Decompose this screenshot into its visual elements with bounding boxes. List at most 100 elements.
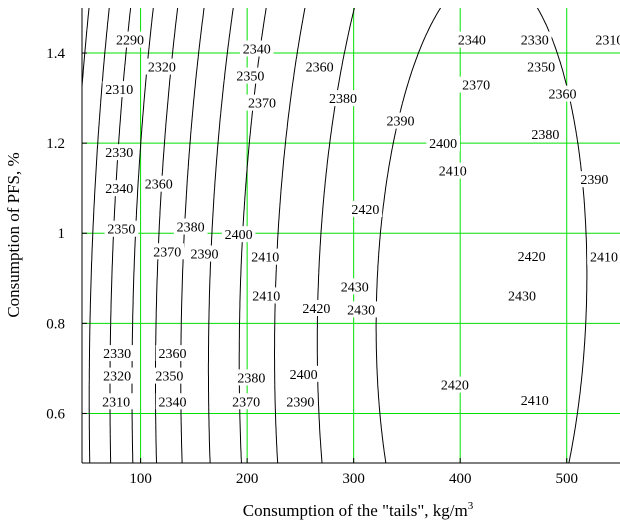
contour-label-bg <box>155 345 190 362</box>
contour-label-bg <box>233 67 268 84</box>
contour-label-bg <box>113 31 147 48</box>
contour-label: 2350 <box>155 370 183 385</box>
x-tick-label: 100 <box>129 471 152 487</box>
contour-label-bg <box>302 58 337 75</box>
y-tick-label: 1.2 <box>46 136 65 152</box>
contour-labels: 2290 2320 2310 2330 2340 2360 2350 2380 2370 2390… <box>99 31 620 410</box>
contour-label-bg <box>173 218 208 235</box>
contour-label: 2310 <box>102 395 130 410</box>
contour-line-2330 <box>82 8 90 93</box>
contour-label-bg <box>283 393 318 410</box>
contour-label-bg <box>505 287 539 304</box>
x-tick-label: 200 <box>236 471 259 487</box>
contour-label: 2360 <box>159 347 187 362</box>
contour-label: 2330 <box>105 146 133 161</box>
contour-label: 2430 <box>341 280 369 295</box>
contour-label: 2390 <box>191 248 219 263</box>
contour-label: 2330 <box>103 347 131 362</box>
contour-label: 2380 <box>177 220 205 235</box>
contour-label-bg <box>248 248 283 265</box>
axes <box>81 8 620 464</box>
contour-line-2360 <box>131 8 154 463</box>
contour-label: 2410 <box>521 394 549 409</box>
contour-label: 2380 <box>329 92 357 107</box>
contour-label-bg <box>455 31 489 48</box>
contour-label-bg <box>587 248 620 265</box>
contour-label-bg <box>286 365 321 382</box>
contour-label: 2390 <box>286 395 314 410</box>
contour-label-bg <box>150 243 185 260</box>
contour-label-bg <box>249 287 284 304</box>
contour-label: 2340 <box>159 395 187 410</box>
contour-label: 2360 <box>548 88 576 103</box>
contour-label: 2340 <box>105 182 133 197</box>
contour-label-bg <box>155 393 190 410</box>
contour-label: 2410 <box>439 165 467 180</box>
contour-label: 2410 <box>590 251 618 266</box>
contour-label-bg <box>426 135 460 152</box>
contour-label-bg <box>545 85 580 102</box>
contour-label-bg <box>234 369 269 386</box>
y-tick-label: 1.4 <box>46 46 65 62</box>
contour-label-bg <box>348 200 383 217</box>
y-axis-title: Consumption of PFS, % <box>4 152 23 317</box>
contour-line-2430 <box>375 8 588 463</box>
contour-label: 2400 <box>429 137 457 152</box>
x-axis-title-superscript: 3 <box>468 500 474 512</box>
contour-label-bg <box>145 58 179 75</box>
contour-label: 2310 <box>105 83 133 98</box>
contour-label: 2320 <box>103 370 131 385</box>
x-axis-title: Consumption of the "tails", kg/m3 <box>243 500 474 520</box>
contour-label-bg <box>517 391 552 408</box>
contour-label: 2370 <box>232 395 260 410</box>
contour-label-bg <box>435 162 470 179</box>
contour-label: 2420 <box>302 302 330 317</box>
contour-line-2340 <box>88 8 110 463</box>
contour-label: 2350 <box>236 70 264 85</box>
contour-label-bg <box>102 180 137 197</box>
contour-label: 2310 <box>595 34 620 49</box>
plot-background <box>82 8 620 463</box>
contour-label-bg <box>104 220 139 237</box>
contour-label-bg <box>514 247 549 264</box>
contour-label: 2350 <box>107 223 135 238</box>
contour-label: 2420 <box>351 203 379 218</box>
x-tick-label: 300 <box>342 471 365 487</box>
contour-label: 2400 <box>225 228 253 243</box>
contour-label-bg <box>459 76 493 93</box>
contour-label: 2420 <box>518 250 546 265</box>
contour-label: 2400 <box>290 368 318 383</box>
x-tick-label: 400 <box>449 471 472 487</box>
contour-label: 2410 <box>252 289 280 304</box>
contour-label-bg <box>299 300 334 317</box>
x-tick-label: 500 <box>555 471 578 487</box>
contour-label-bg <box>99 393 133 410</box>
contour-label-bg <box>152 367 187 384</box>
y-tick-label: 0.6 <box>46 406 65 422</box>
contour-label-bg <box>221 226 256 243</box>
contour-label: 2350 <box>527 61 555 76</box>
contour-label-bg <box>326 90 360 107</box>
contour-label: 2370 <box>462 79 490 94</box>
contour-label-bg <box>592 31 620 48</box>
contour-label-bg <box>100 345 134 362</box>
contour-label: 2370 <box>248 97 276 112</box>
contour-label-bg <box>229 393 263 410</box>
contour-label-bg <box>239 40 274 57</box>
contour-line-2420 <box>316 8 355 463</box>
contour-label: 2410 <box>251 251 279 266</box>
contour-label: 2430 <box>508 289 536 304</box>
contour-label-bg <box>141 175 176 192</box>
x-axis-title-text: Consumption of the "tails", kg/m <box>243 501 468 520</box>
y-tick-labels: 0.6 0.8 1 1.2 1.4 <box>46 46 87 422</box>
contour-label-bg <box>528 126 563 143</box>
contour-label: 2320 <box>148 61 176 76</box>
contour-label: 2290 <box>116 34 144 49</box>
contour-label: 2360 <box>306 61 334 76</box>
contour-label: 2380 <box>531 128 559 143</box>
contour-label: 2330 <box>521 34 549 49</box>
contour-label: 2360 <box>145 178 173 193</box>
contour-label: 2390 <box>580 173 608 188</box>
